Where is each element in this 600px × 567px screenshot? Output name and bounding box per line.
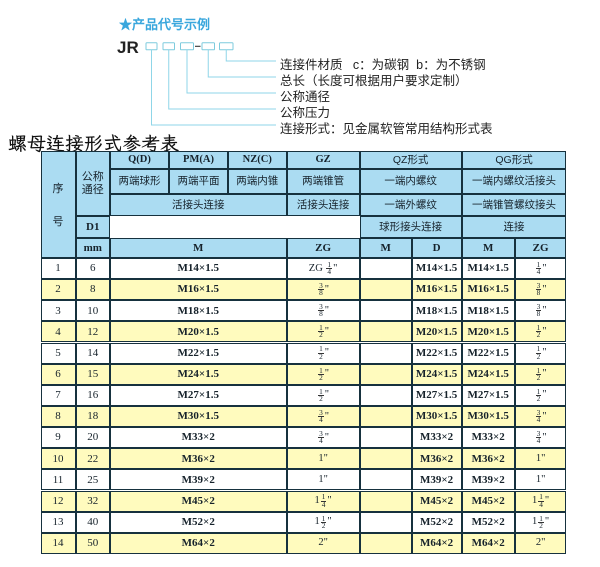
svg-text:JR: JR (117, 38, 139, 57)
